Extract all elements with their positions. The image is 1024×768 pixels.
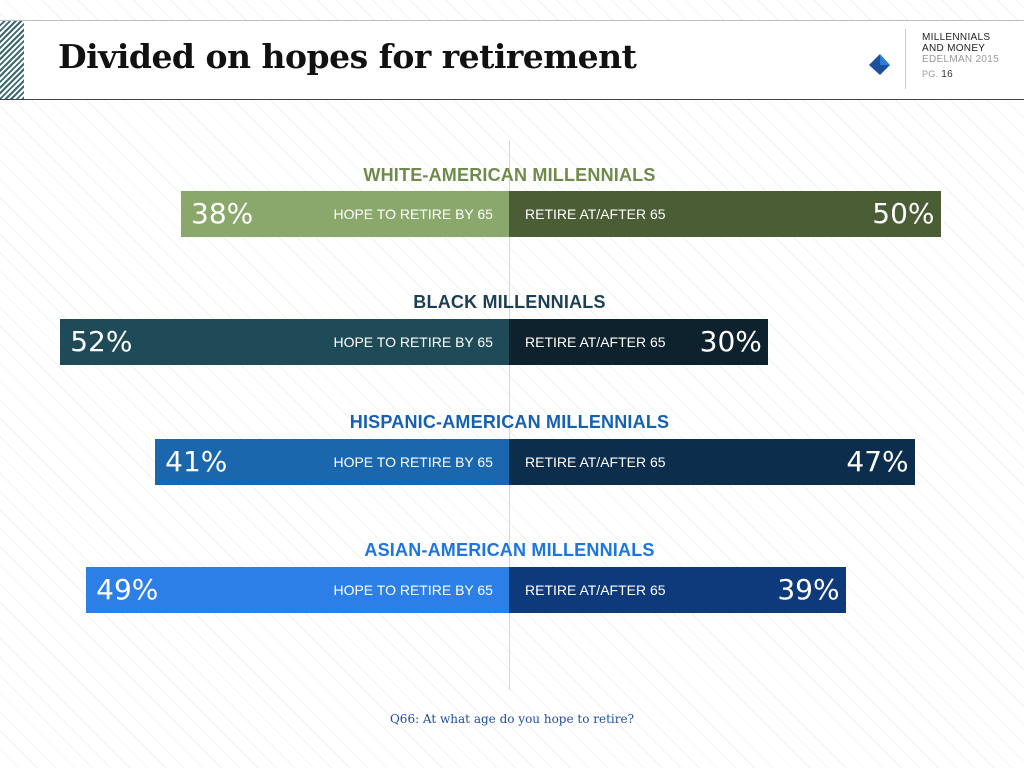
group-title: WHITE-AMERICAN MILLENNIALS [363,165,656,185]
bar-hope-by-65: 38% HOPE TO RETIRE BY 65 [181,191,509,237]
brand-line-1: MILLENNIALS [922,32,991,43]
brand-line-3: EDELMAN 2015 [922,54,999,65]
bar-hope-by-65: 41% HOPE TO RETIRE BY 65 [155,439,509,485]
chart-center-axis [509,140,510,690]
value-label-left: 49% [96,573,159,606]
value-label-left: 38% [191,197,254,230]
series-label-left: HOPE TO RETIRE BY 65 [333,582,493,598]
group-title: HISPANIC-AMERICAN MILLENNIALS [349,412,670,432]
brand-line-2: AND MONEY [922,43,986,54]
series-label-right: RETIRE AT/AFTER 65 [525,334,666,350]
bar-retire-at-after-65: RETIRE AT/AFTER 65 50% [509,191,941,237]
series-label-right: RETIRE AT/AFTER 65 [525,454,666,470]
series-label-left: HOPE TO RETIRE BY 65 [333,454,493,470]
page-prefix: PG. [922,69,939,79]
survey-question: Q66: At what age do you hope to retire? [389,712,635,726]
group-title: BLACK MILLENNIALS [413,292,606,312]
bar-retire-at-after-65: RETIRE AT/AFTER 65 39% [509,567,846,613]
series-label-right: RETIRE AT/AFTER 65 [525,206,666,222]
bar-hope-by-65: 49% HOPE TO RETIRE BY 65 [86,567,509,613]
value-label-left: 41% [165,445,228,478]
header-bar: Divided on hopes for retirement MILLENNI… [0,20,1024,100]
value-label-right: 50% [872,197,935,230]
series-label-right: RETIRE AT/AFTER 65 [525,582,666,598]
series-label-left: HOPE TO RETIRE BY 65 [333,206,493,222]
value-label-left: 52% [70,325,133,358]
edelman-logo-icon [869,54,890,75]
bar-retire-at-after-65: RETIRE AT/AFTER 65 47% [509,439,915,485]
page-number: 16 [941,69,953,80]
page-title: Divided on hopes for retirement [58,37,637,76]
group-title: ASIAN-AMERICAN MILLENNIALS [364,540,655,560]
header-hatch-decoration [0,21,24,99]
page-number-label: PG. 16 [922,69,999,80]
brand-block: MILLENNIALS AND MONEY EDELMAN 2015 PG. 1… [922,32,999,80]
bar-hope-by-65: 52% HOPE TO RETIRE BY 65 [60,319,509,365]
series-label-left: HOPE TO RETIRE BY 65 [333,334,493,350]
value-label-right: 30% [699,325,762,358]
value-label-right: 47% [846,445,909,478]
brand-divider [905,29,906,89]
bar-retire-at-after-65: RETIRE AT/AFTER 65 30% [509,319,768,365]
value-label-right: 39% [777,573,840,606]
